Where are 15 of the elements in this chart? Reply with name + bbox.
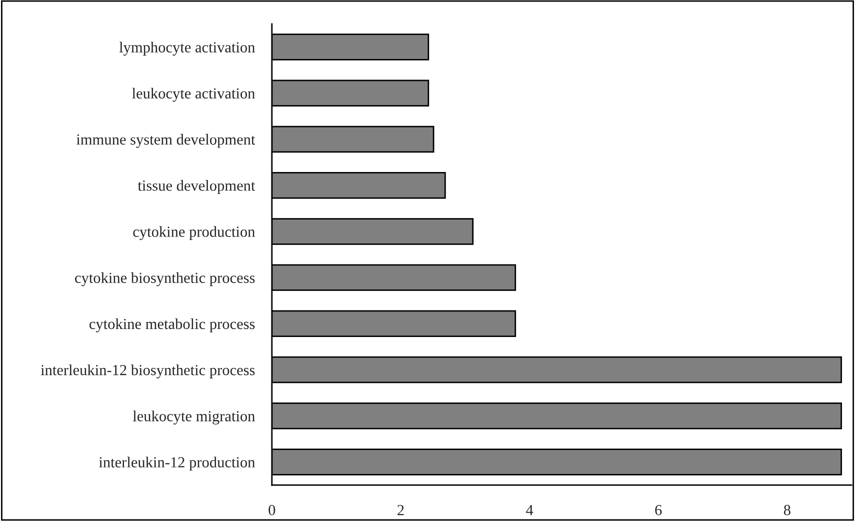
y-tick-label: cytokine metabolic process [90, 318, 255, 332]
y-tick-label: interleukin-12 biosynthetic process [40, 364, 255, 378]
y-tick-label: lymphocyte activation [119, 42, 255, 56]
x-tick-label: 8 [784, 504, 790, 516]
y-tick-label: cytokine biosynthetic process [75, 272, 255, 286]
y-tick-label: leukocyte activation [132, 88, 255, 102]
x-tick-label: 4 [526, 505, 534, 516]
y-tick-label: tissue development [138, 180, 256, 194]
x-tick-label: 2 [398, 504, 404, 516]
x-tick-label: 0 [268, 504, 276, 516]
y-tick-label: immune system development [76, 134, 256, 148]
y-tick-label: cytokine production [133, 226, 255, 240]
x-tick-label: 6 [655, 504, 662, 516]
y-tick-label: interleukin-12 production [98, 456, 255, 471]
y-tick-label: leukocyte migration [132, 410, 255, 424]
